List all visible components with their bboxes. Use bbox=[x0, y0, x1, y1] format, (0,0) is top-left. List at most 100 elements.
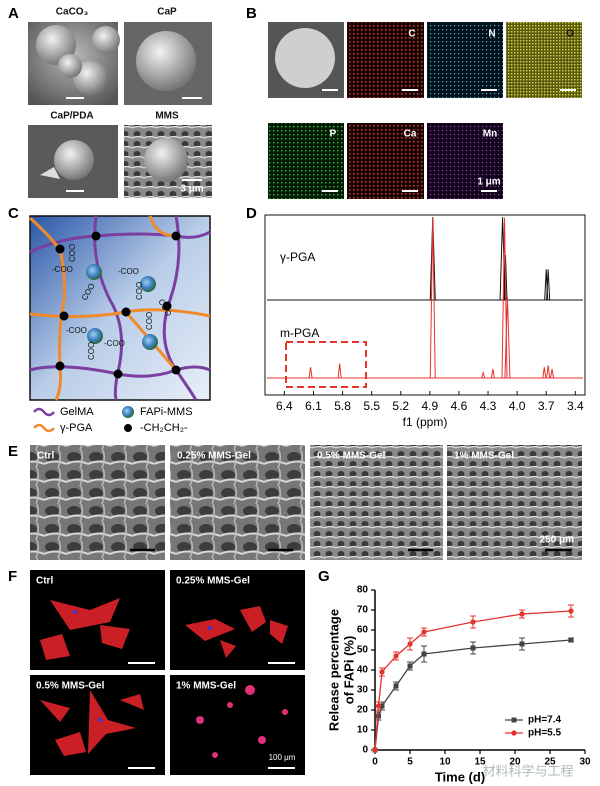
y-tick-label: 20 bbox=[357, 705, 369, 716]
highlight-box bbox=[285, 341, 367, 388]
x-tick-label: 10 bbox=[439, 757, 451, 768]
x-tick-label: 5.5 bbox=[363, 399, 380, 413]
image-label: Ctrl bbox=[37, 451, 54, 462]
marker bbox=[393, 683, 399, 689]
y-tick-label: 40 bbox=[357, 665, 369, 676]
peak bbox=[550, 368, 555, 379]
legend-label: FAPi-MMS bbox=[140, 406, 193, 418]
fluorescence-images bbox=[30, 570, 305, 775]
image-label: 0.25% MMS-Gel bbox=[176, 576, 250, 587]
panel-letter: B bbox=[246, 5, 257, 22]
marker bbox=[407, 641, 413, 647]
sem-images bbox=[28, 22, 212, 198]
y-tick-label: 10 bbox=[357, 725, 369, 736]
legend-marker bbox=[511, 730, 517, 736]
marker bbox=[519, 611, 525, 617]
x-tick-label: 0 bbox=[372, 757, 378, 768]
marker bbox=[519, 641, 525, 647]
y-tick-label: 80 bbox=[357, 585, 369, 596]
marker bbox=[393, 653, 399, 659]
peak bbox=[490, 368, 495, 379]
image-label: 1% MMS-Gel bbox=[176, 681, 236, 692]
group-label: -COO bbox=[66, 326, 87, 335]
marker bbox=[407, 663, 413, 669]
marker bbox=[379, 669, 385, 675]
group-label: COO bbox=[135, 282, 144, 300]
peak bbox=[308, 367, 313, 379]
marker bbox=[470, 645, 476, 651]
element-label: Mn bbox=[483, 129, 497, 140]
marker bbox=[372, 747, 378, 753]
scale-bar-label: 100 μm bbox=[269, 753, 296, 762]
element-label: Ca bbox=[404, 129, 417, 140]
legend-marker bbox=[511, 717, 517, 723]
legend-label: γ-PGA bbox=[60, 422, 93, 434]
scale-bar-label: 3 μm bbox=[180, 184, 203, 195]
schematic-legend bbox=[33, 406, 134, 433]
x-tick-label: 25 bbox=[544, 757, 556, 768]
nmr-spectrum: 6.4 6.1 5.8 5.5 5.2 4.9 4.6 4.3 4.0 3.7 3.4 f1 (ppm… bbox=[264, 214, 586, 429]
legend-label: GelMA bbox=[60, 406, 94, 418]
marker bbox=[421, 629, 427, 635]
peak bbox=[429, 217, 436, 301]
peak bbox=[481, 370, 486, 379]
image-label: CaP/PDA bbox=[50, 111, 93, 122]
x-tick-label: 20 bbox=[509, 757, 521, 768]
series-label: γ-PGA bbox=[280, 250, 315, 264]
y-tick-label: 70 bbox=[357, 605, 369, 616]
panel-letter: E bbox=[8, 443, 18, 460]
image-label: CaP bbox=[157, 7, 177, 18]
eds-maps bbox=[268, 22, 582, 199]
x-tick-label: 4.9 bbox=[422, 399, 439, 413]
marker bbox=[376, 713, 381, 719]
panel-letter: G bbox=[318, 568, 330, 585]
x-tick-label: 3.7 bbox=[538, 399, 555, 413]
panel-letter: A bbox=[8, 5, 19, 22]
image-label: MMS bbox=[155, 111, 179, 122]
x-tick-label: 4.0 bbox=[509, 399, 526, 413]
image-label: 1% MMS-Gel bbox=[454, 451, 514, 462]
series-label: m-PGA bbox=[280, 326, 319, 340]
y-tick-label: 60 bbox=[357, 625, 369, 636]
peak bbox=[504, 296, 511, 379]
x-tick-label: 4.3 bbox=[480, 399, 497, 413]
legend-label: -CH₂CH₂- bbox=[140, 422, 188, 434]
x-tick-label: 5 bbox=[407, 757, 413, 768]
y-tick-label: 30 bbox=[357, 685, 369, 696]
group-label: COO bbox=[87, 342, 96, 360]
sem-images bbox=[30, 445, 582, 560]
x-tick-label: 5.8 bbox=[334, 399, 351, 413]
peak bbox=[546, 269, 551, 301]
group-label: COO bbox=[145, 312, 154, 330]
x-tick-label: 5.2 bbox=[392, 399, 409, 413]
panel-letter: C bbox=[8, 205, 19, 222]
x-tick-label: 6.1 bbox=[305, 399, 322, 413]
x-tick-label: 6.4 bbox=[276, 399, 293, 413]
x-tick-label: 30 bbox=[579, 757, 591, 768]
x-tick-label: 3.4 bbox=[567, 399, 584, 413]
y-tick-label: 0 bbox=[362, 745, 368, 756]
marker bbox=[470, 619, 476, 625]
group-label: COO bbox=[68, 244, 77, 262]
panel-letter: F bbox=[8, 568, 17, 585]
x-tick-label: 4.6 bbox=[451, 399, 468, 413]
image-label: CaCO₃ bbox=[56, 7, 89, 18]
watermark: 材料科学与工程 bbox=[482, 763, 573, 778]
peak bbox=[542, 367, 547, 379]
legend-label: pH=7.4 bbox=[528, 715, 562, 726]
image-label: 0.5% MMS-Gel bbox=[317, 451, 386, 462]
marker bbox=[379, 703, 385, 709]
legend-label: pH=5.5 bbox=[528, 728, 562, 739]
x-axis-label: Time (d) bbox=[435, 769, 485, 784]
peak bbox=[429, 217, 436, 379]
scale-bar-label: 250 μm bbox=[540, 535, 575, 546]
element-label: N bbox=[488, 29, 495, 40]
image-label: 0.5% MMS-Gel bbox=[36, 681, 105, 692]
group-label: -COO bbox=[52, 265, 73, 274]
element-label: C bbox=[408, 29, 415, 40]
marker bbox=[375, 703, 382, 709]
schematic bbox=[28, 215, 211, 401]
y-tick-label: 50 bbox=[357, 645, 369, 656]
marker bbox=[568, 608, 574, 614]
element-label: O bbox=[566, 29, 574, 40]
